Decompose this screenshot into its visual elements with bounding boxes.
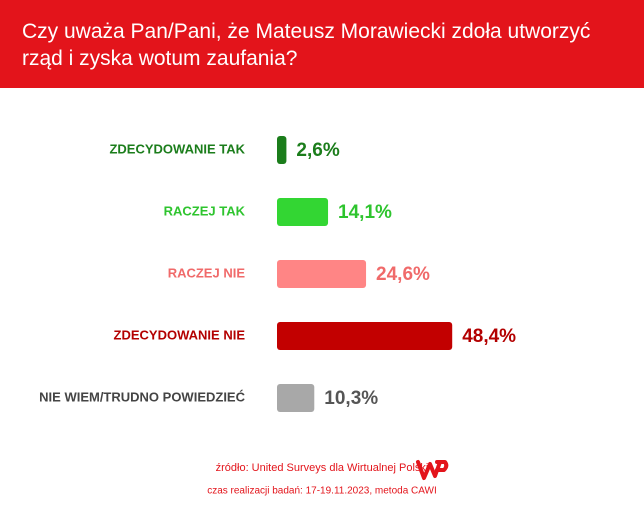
value-label: 14,1%: [338, 202, 392, 223]
bar: [277, 384, 315, 412]
value-label: 10,3%: [324, 388, 378, 409]
value-label: 24,6%: [376, 264, 430, 285]
bar: [277, 322, 453, 350]
category-label: RACZEJ TAK: [164, 203, 246, 218]
header: Czy uważa Pan/Pani, że Mateusz Morawieck…: [0, 0, 644, 88]
bar: [277, 198, 329, 226]
chart-title: Czy uważa Pan/Pani, że Mateusz Morawieck…: [22, 20, 591, 70]
note: czas realizacji badań: 17-19.11.2023, me…: [207, 486, 437, 497]
wp-logo: [416, 460, 449, 480]
bar: [277, 136, 287, 164]
value-label: 2,6%: [296, 140, 339, 161]
bar: [277, 260, 367, 288]
source: źródło: United Surveys dla Wirtualnej Po…: [216, 462, 429, 474]
category-label: ZDECYDOWANIE TAK: [109, 141, 245, 156]
category-label: NIE WIEM/TRUDNO POWIEDZIEĆ: [39, 389, 245, 404]
category-label: RACZEJ NIE: [168, 265, 246, 280]
value-label: 48,4%: [462, 326, 516, 347]
category-label: ZDECYDOWANIE NIE: [114, 327, 246, 342]
